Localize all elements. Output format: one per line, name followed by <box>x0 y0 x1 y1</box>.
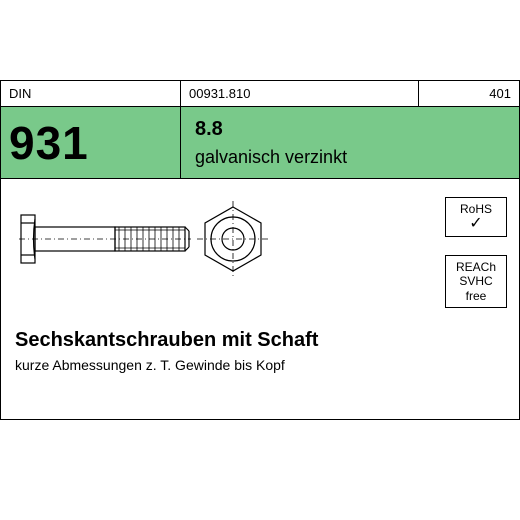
header-row: DIN 00931.810 401 <box>1 81 519 107</box>
green-band: 931 8.8 galvanisch verzinkt <box>1 107 519 179</box>
bolt-drawing <box>19 201 299 321</box>
header-right-text: 401 <box>489 86 511 101</box>
standard-number-cell: 931 <box>1 107 181 178</box>
rohs-badge: RoHS ✓ <box>445 197 507 237</box>
header-left-text: DIN <box>9 86 31 101</box>
body-area: RoHS ✓ REACh SVHC free Sechskantschraube… <box>1 179 519 419</box>
rohs-label: RoHS <box>448 202 504 216</box>
reach-badge: REACh SVHC free <box>445 255 507 308</box>
check-icon: ✓ <box>448 216 504 232</box>
header-mid-text: 00931.810 <box>189 86 250 101</box>
product-subtitle: kurze Abmessungen z. T. Gewinde bis Kopf <box>15 357 285 373</box>
header-right: 401 <box>419 81 519 106</box>
finish-text: galvanisch verzinkt <box>195 147 519 168</box>
grade-text: 8.8 <box>195 118 519 141</box>
reach-line1: REACh <box>448 260 504 274</box>
datasheet: DIN 00931.810 401 931 8.8 galvanisch ver… <box>0 80 520 420</box>
reach-line3: free <box>448 289 504 303</box>
standard-number: 931 <box>9 116 89 170</box>
reach-line2: SVHC <box>448 274 504 288</box>
header-mid: 00931.810 <box>181 81 419 106</box>
header-left: DIN <box>1 81 181 106</box>
product-title: Sechskantschrauben mit Schaft <box>15 329 318 352</box>
grade-finish-cell: 8.8 galvanisch verzinkt <box>181 107 519 178</box>
